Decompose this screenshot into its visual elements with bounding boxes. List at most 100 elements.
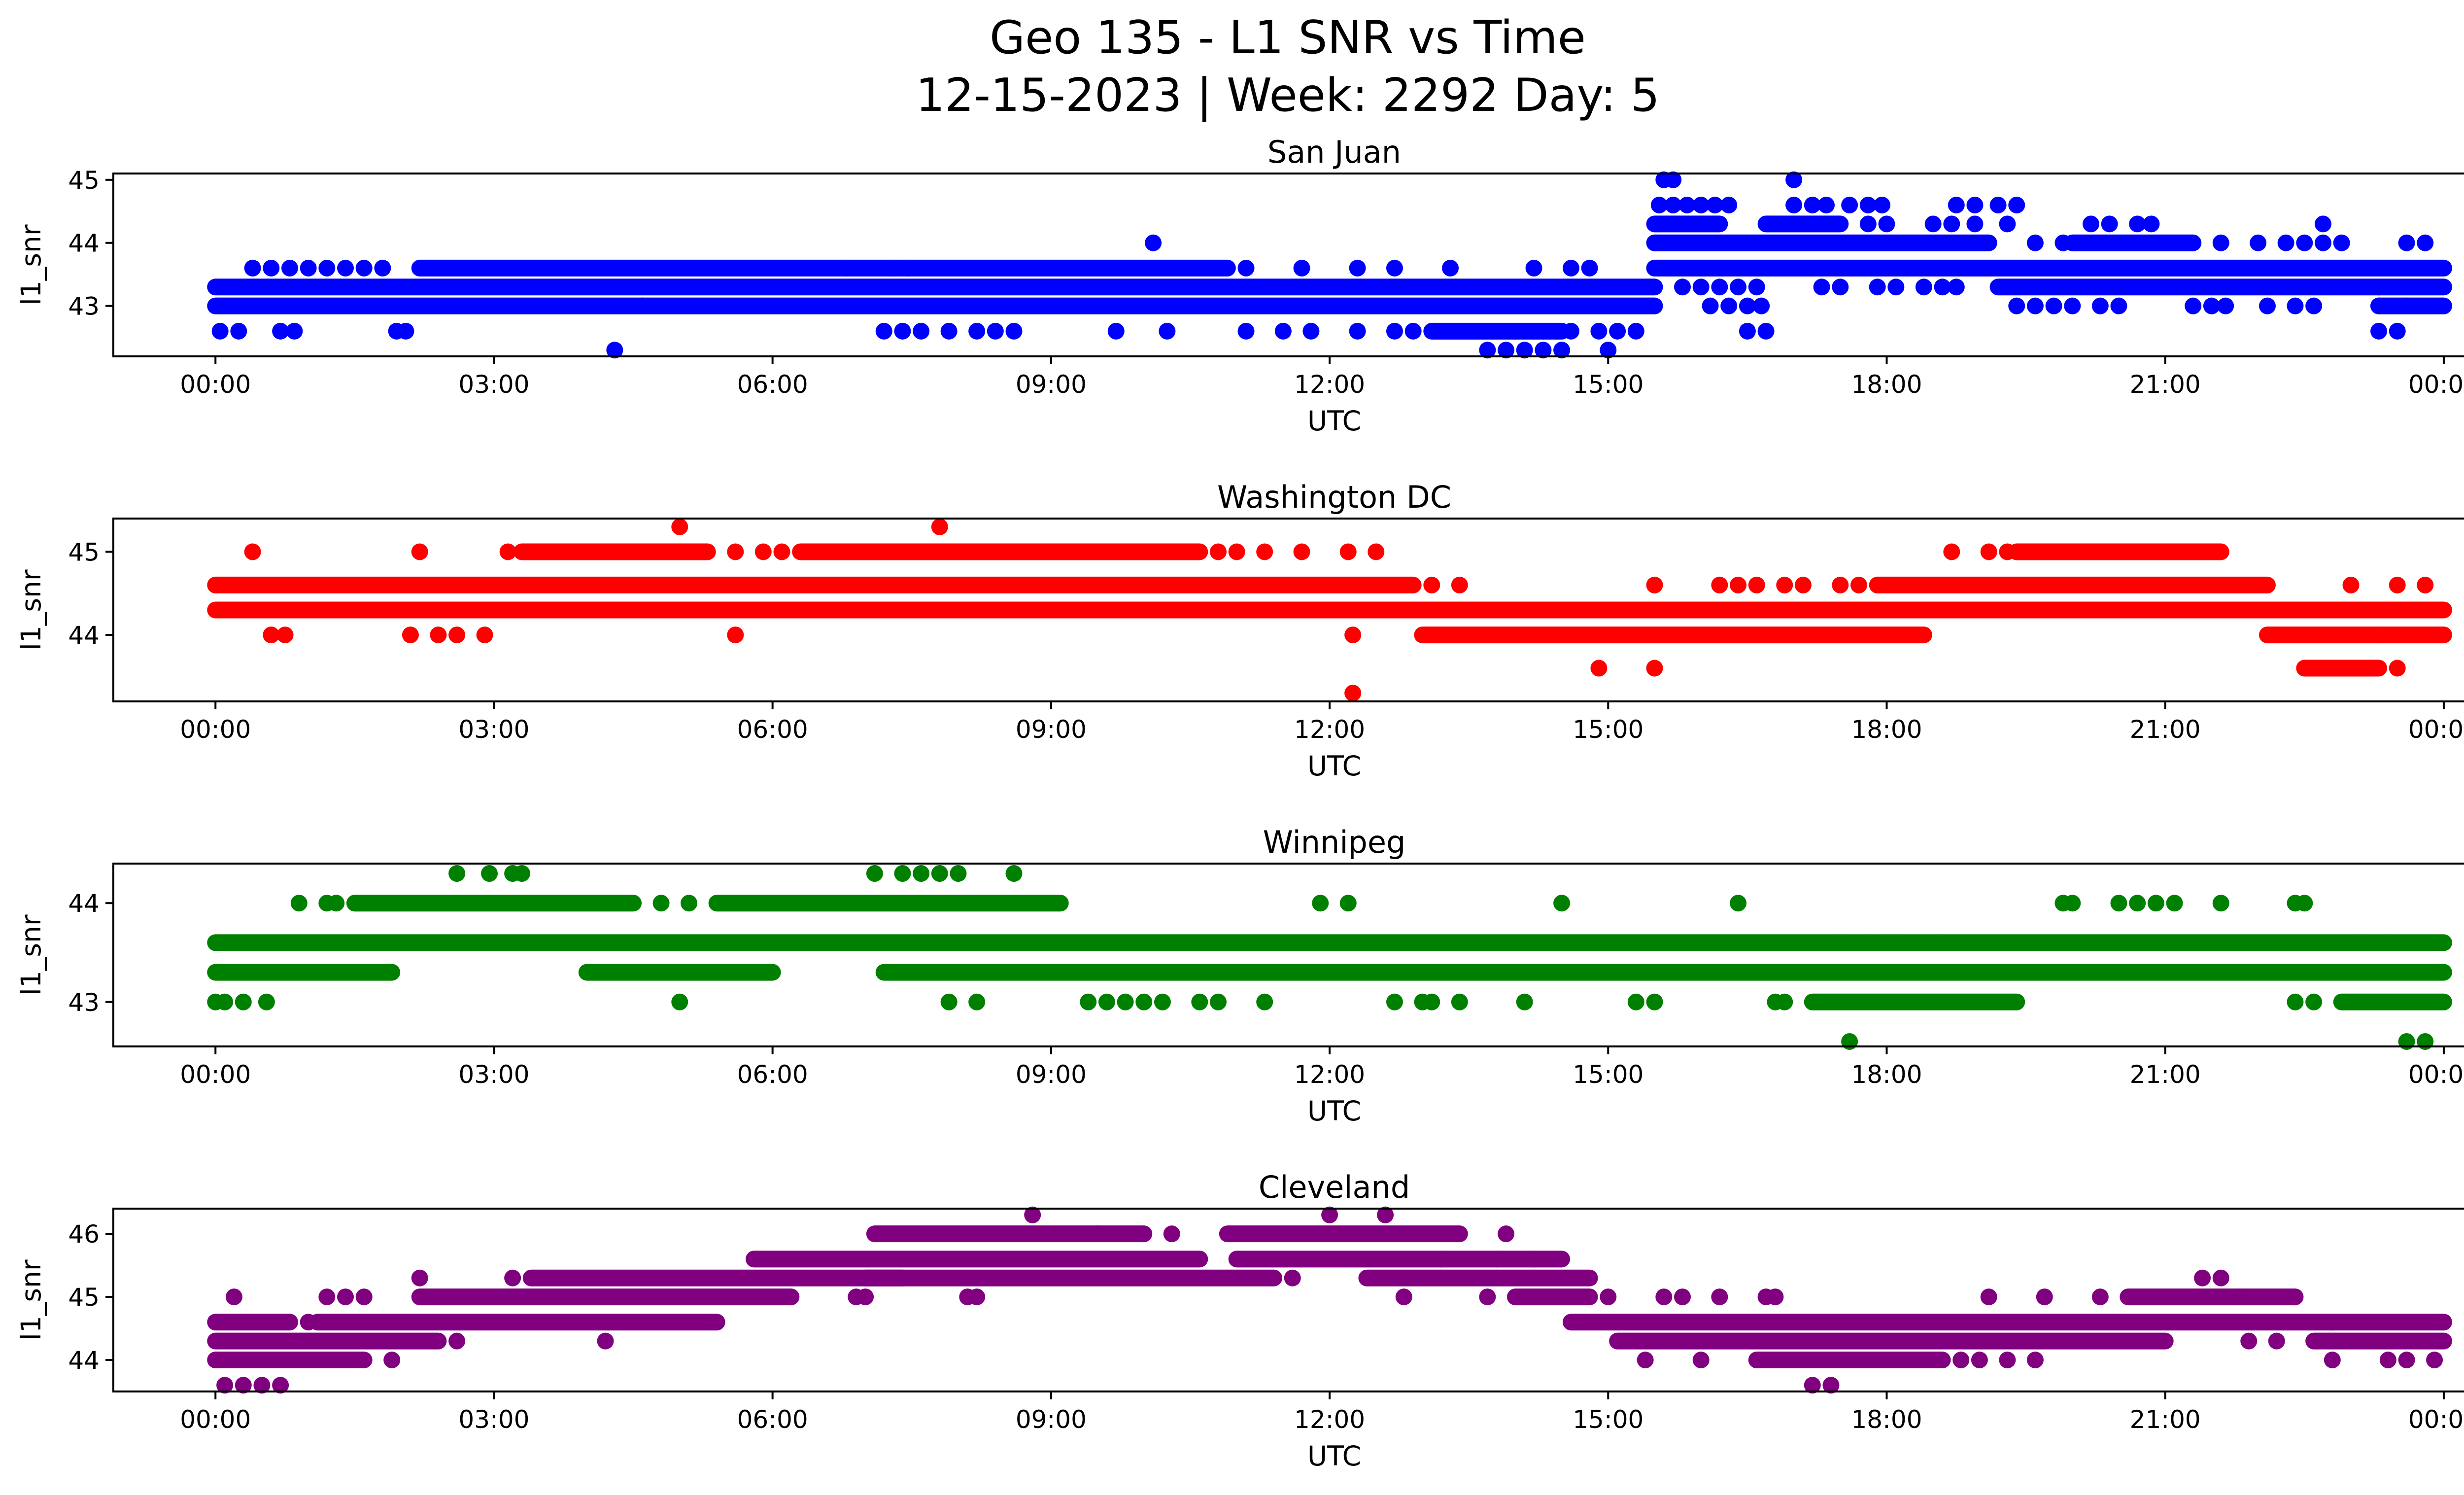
data-point [1646, 660, 1663, 677]
x-tick-label: 18:00 [1851, 715, 1922, 744]
data-point [1989, 196, 2007, 213]
x-tick-label: 12:00 [1294, 1405, 1365, 1434]
data-point [1706, 196, 1723, 213]
data-point [1535, 342, 1552, 359]
data-point [2389, 576, 2406, 593]
data-point [1739, 297, 1756, 314]
x-tick-label: 00:00 [2408, 370, 2464, 399]
y-tick-label: 43 [68, 292, 100, 321]
data-point [1562, 322, 1579, 340]
data-point [1404, 322, 1422, 340]
data-point [940, 322, 958, 340]
data-point [1479, 1288, 1496, 1306]
data-point [355, 259, 373, 277]
data-point [857, 1288, 874, 1306]
data-point [253, 1377, 271, 1394]
data-point [1293, 543, 1310, 560]
data-point [2166, 895, 2183, 912]
x-tick-label: 15:00 [1573, 715, 1643, 744]
x-tick-label: 09:00 [1016, 1405, 1087, 1434]
x-tick-label: 12:00 [1294, 1060, 1365, 1089]
data-point [1832, 576, 1849, 593]
series-points [207, 518, 2452, 702]
y-tick-label: 44 [68, 889, 100, 918]
data-point [1107, 322, 1125, 340]
data-point [2212, 234, 2229, 251]
data-point [2417, 234, 2434, 251]
data-point [1822, 1377, 1840, 1394]
x-tick-label: 12:00 [1294, 715, 1365, 744]
data-point [1948, 196, 1965, 213]
data-point [1349, 322, 1366, 340]
data-point [1748, 576, 1765, 593]
data-point [1423, 993, 1440, 1010]
data-point [1312, 895, 1329, 912]
data-point [1377, 1206, 1394, 1223]
data-point [2185, 297, 2202, 314]
data-point [1971, 1352, 1988, 1369]
x-axis-label: UTC [1307, 1440, 1361, 1472]
x-tick-label: 06:00 [737, 1405, 808, 1434]
data-point [1209, 543, 1227, 560]
series-points [207, 1206, 2452, 1394]
data-point [1321, 1206, 1338, 1223]
data-point [2217, 297, 2234, 314]
data-point [258, 993, 275, 1010]
axes-frame [112, 518, 2464, 702]
data-point [2398, 297, 2415, 314]
panel-title: San Juan [1267, 134, 1401, 170]
data-point [968, 322, 986, 340]
data-point [1804, 1377, 1821, 1394]
data-point [1832, 934, 1849, 951]
data-point [1720, 297, 1738, 314]
data-point [281, 259, 298, 277]
data-point [1646, 993, 1663, 1010]
data-point [1943, 543, 1960, 560]
data-point [1739, 322, 1756, 340]
data-point [2091, 1288, 2109, 1306]
data-point [885, 259, 902, 277]
x-tick-label: 00:00 [2408, 1060, 2464, 1089]
data-point [1692, 1352, 1710, 1369]
data-point [2026, 1352, 2044, 1369]
x-tick-label: 15:00 [1573, 1060, 1643, 1089]
data-point [2296, 895, 2313, 912]
data-point [2212, 895, 2229, 912]
data-point [2370, 297, 2388, 314]
x-tick-label: 00:00 [2408, 1405, 2464, 1434]
data-point [1999, 215, 2016, 233]
data-point [1535, 322, 1552, 340]
data-point [1637, 1352, 1654, 1369]
axes-frame [112, 863, 2464, 1047]
data-point [383, 1352, 401, 1369]
data-point [894, 865, 911, 882]
data-point [987, 322, 1004, 340]
y-axis-label: l1_snr [15, 569, 47, 650]
x-tick-label: 00:00 [180, 1405, 251, 1434]
data-point [1804, 196, 1821, 213]
data-point [2110, 895, 2127, 912]
data-point [2026, 234, 2044, 251]
data-point [1423, 576, 1440, 593]
data-point [1980, 543, 1997, 560]
figure-title-line-2: 12-15-2023 | Week: 2292 Day: 5 [916, 69, 1660, 122]
data-point [894, 322, 911, 340]
data-point [2305, 993, 2323, 1010]
data-point [244, 259, 261, 277]
data-point [1887, 278, 1905, 296]
data-point [2026, 297, 2044, 314]
data-point [2342, 576, 2360, 593]
data-point [913, 865, 930, 882]
data-point [1859, 196, 1877, 213]
data-point [1609, 322, 1626, 340]
data-point [272, 1377, 289, 1394]
data-point [950, 865, 967, 882]
y-tick-label: 44 [68, 229, 100, 258]
data-point [1284, 1269, 1301, 1286]
data-point [2064, 297, 2081, 314]
y-axis-label: l1_snr [15, 914, 47, 995]
data-point [606, 342, 623, 359]
data-point [634, 297, 651, 314]
data-point [1159, 322, 1176, 340]
data-point [2129, 895, 2146, 912]
